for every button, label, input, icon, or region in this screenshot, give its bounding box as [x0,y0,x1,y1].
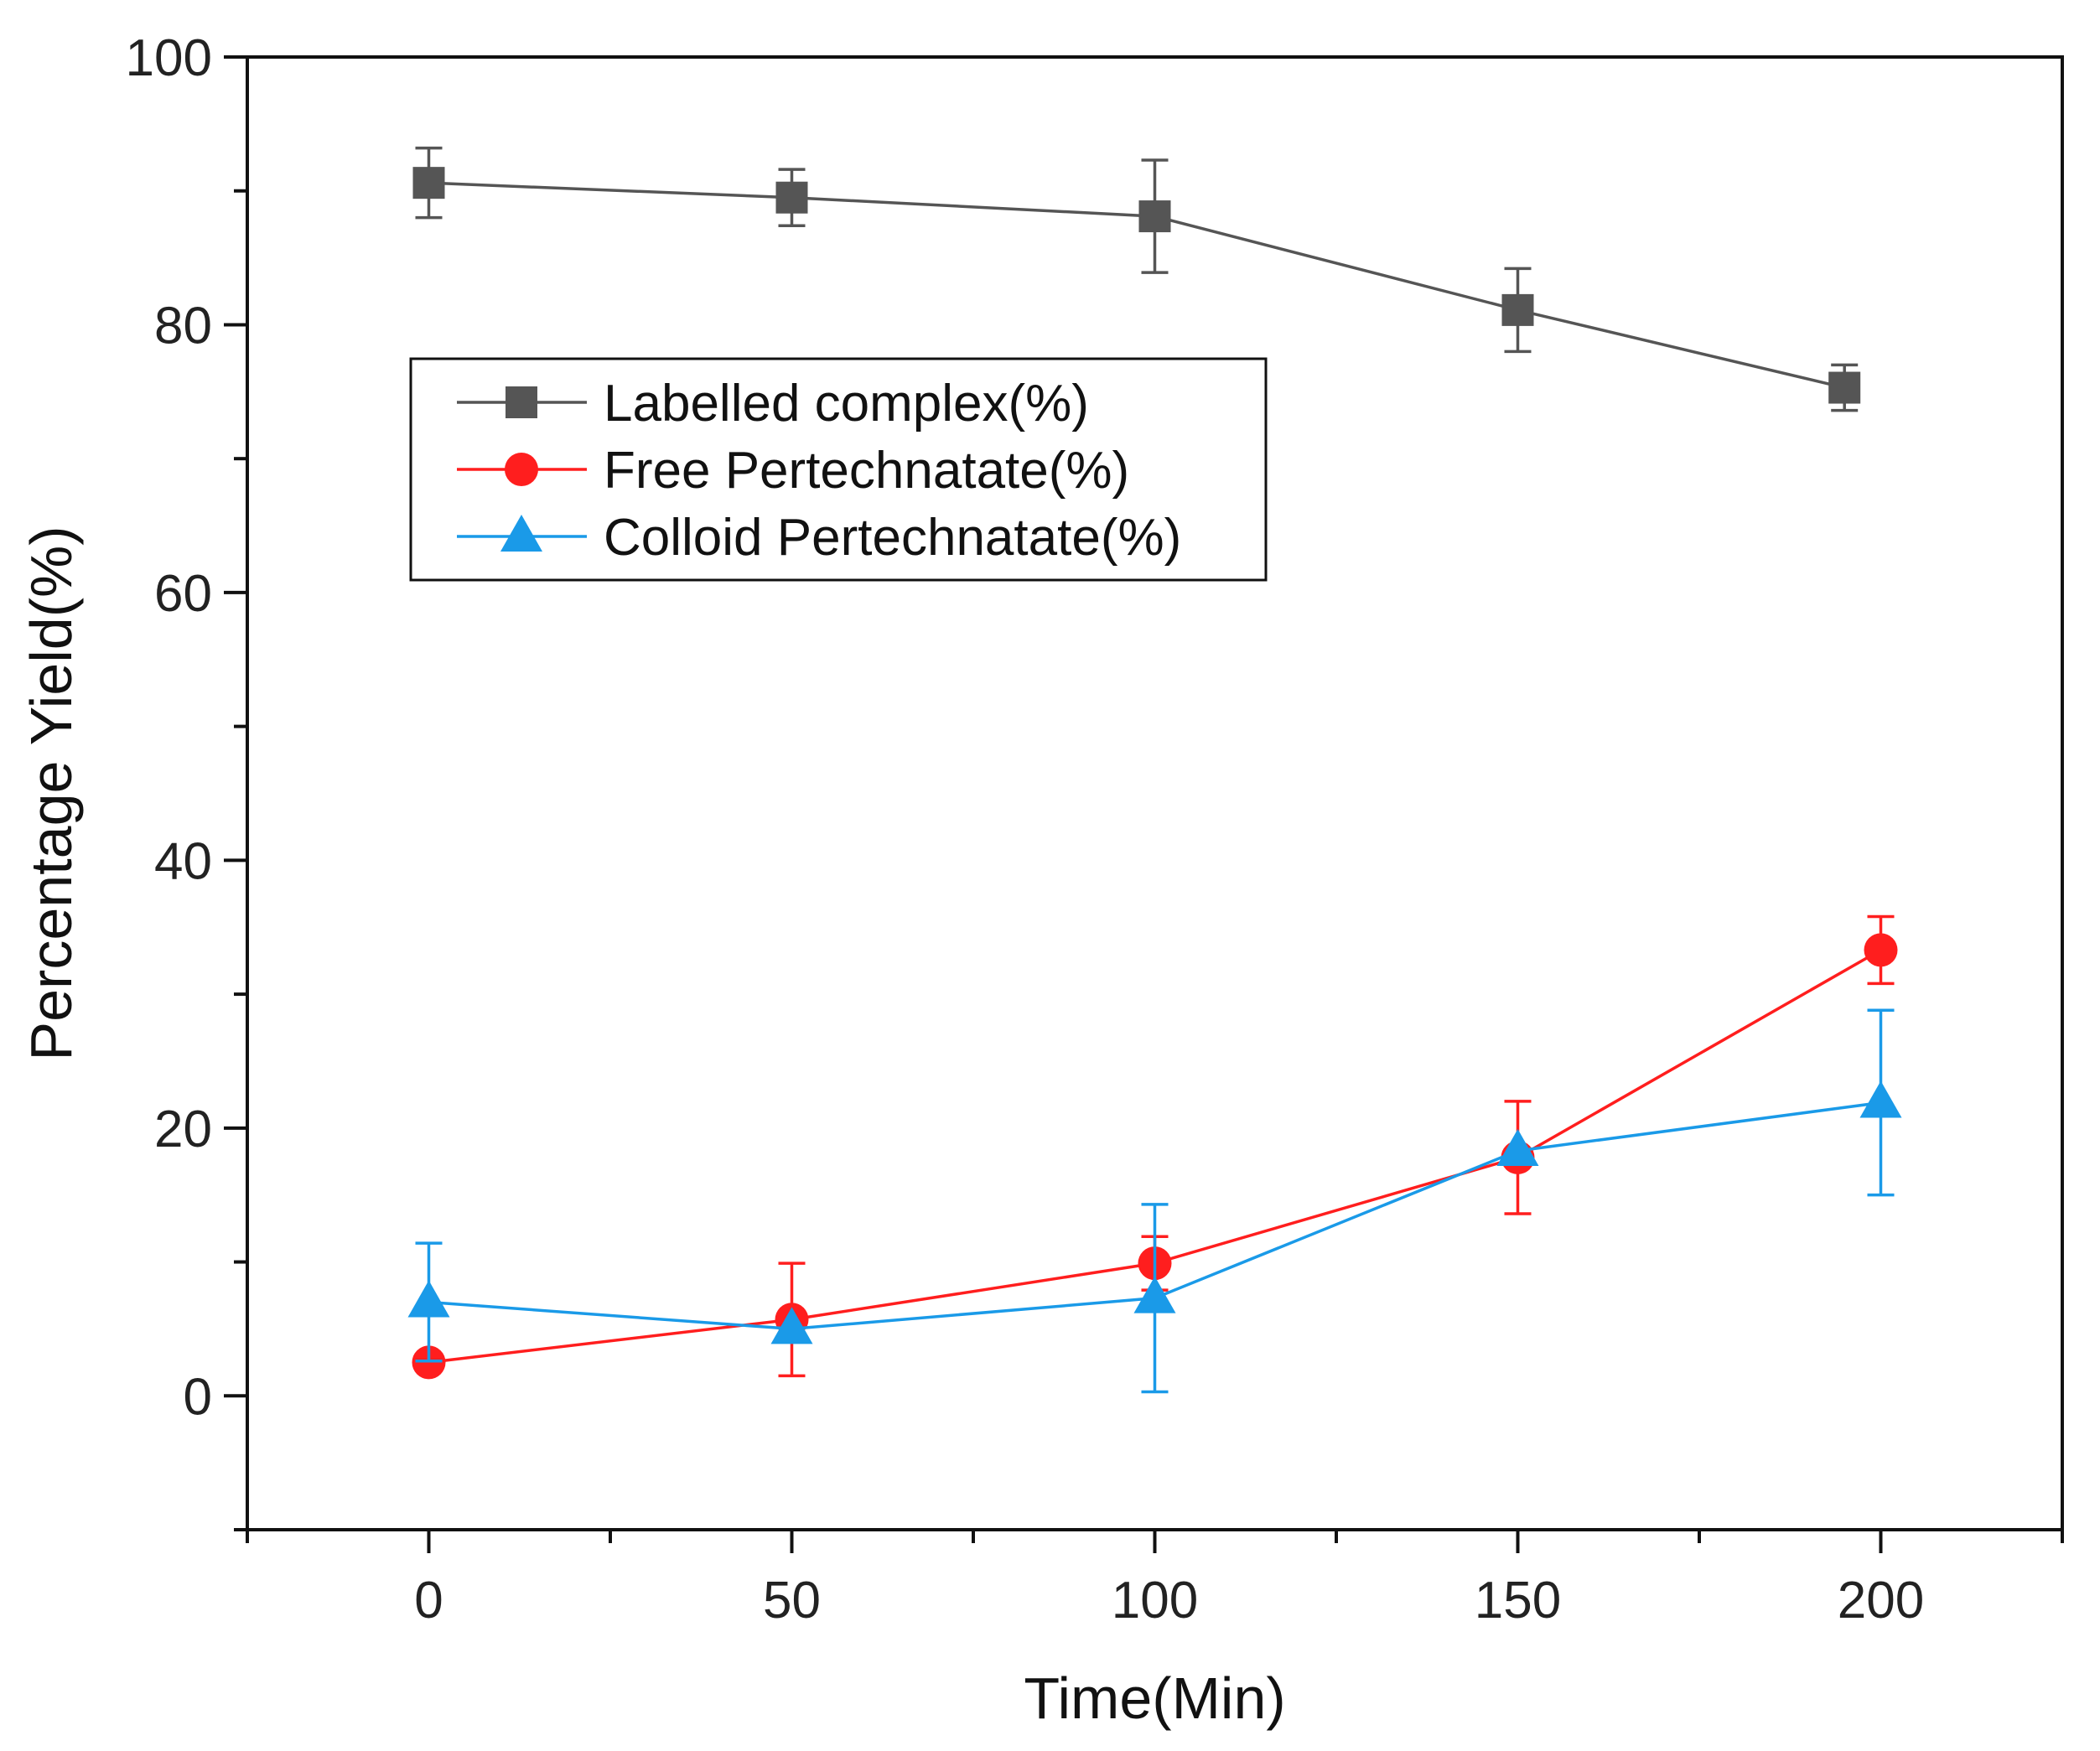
y-tick-label: 40 [154,832,212,890]
x-tick-label: 100 [1112,1572,1198,1629]
y-tick-label: 80 [154,297,212,355]
legend-label: Colloid Pertechnatate(%) [604,509,1181,567]
series-group [407,146,1902,1394]
legend-item-0: Labelled complex(%) [457,375,1089,433]
x-tick-label: 150 [1475,1572,1561,1629]
series-0 [412,146,1861,412]
data-point [1496,1128,1539,1166]
legend-item-1: Free Pertechnatate(%) [457,442,1129,500]
x-axis-title: Time(Min) [1024,1666,1285,1731]
data-point [412,167,445,199]
legend-item-2: Colloid Pertechnatate(%) [457,509,1181,567]
data-point [1138,200,1171,233]
y-tick-label: 60 [154,565,212,623]
series-2 [407,1008,1902,1394]
data-point [1859,1080,1902,1118]
legend-marker [506,386,537,418]
x-tick-label: 200 [1838,1572,1924,1629]
y-tick-label: 20 [154,1101,212,1158]
data-point [1501,293,1534,326]
y-tick-label: 100 [126,29,212,87]
legend-label: Labelled complex(%) [604,375,1089,433]
data-point [770,1307,813,1344]
legend-marker [505,453,538,486]
data-point [407,1280,450,1318]
legend-items: Labelled complex(%) Free Pertechnatate(%)… [457,375,1181,567]
legend-label: Free Pertechnatate(%) [604,442,1129,500]
data-point [1828,371,1861,404]
axes: 0 50 100 150 200 0 20 40 60 80 100 [126,29,2064,1629]
y-axis-title: Percentage Yield(%) [18,526,84,1060]
legend: Labelled complex(%) Free Pertechnatate(%)… [409,357,1268,582]
x-tick-label: 50 [763,1572,821,1629]
y-tick-label: 0 [184,1368,212,1426]
data-point [1864,933,1898,967]
x-tick-label: 0 [414,1572,443,1629]
data-point [775,181,808,214]
data-point [1133,1276,1176,1313]
legend-marker [500,515,542,552]
